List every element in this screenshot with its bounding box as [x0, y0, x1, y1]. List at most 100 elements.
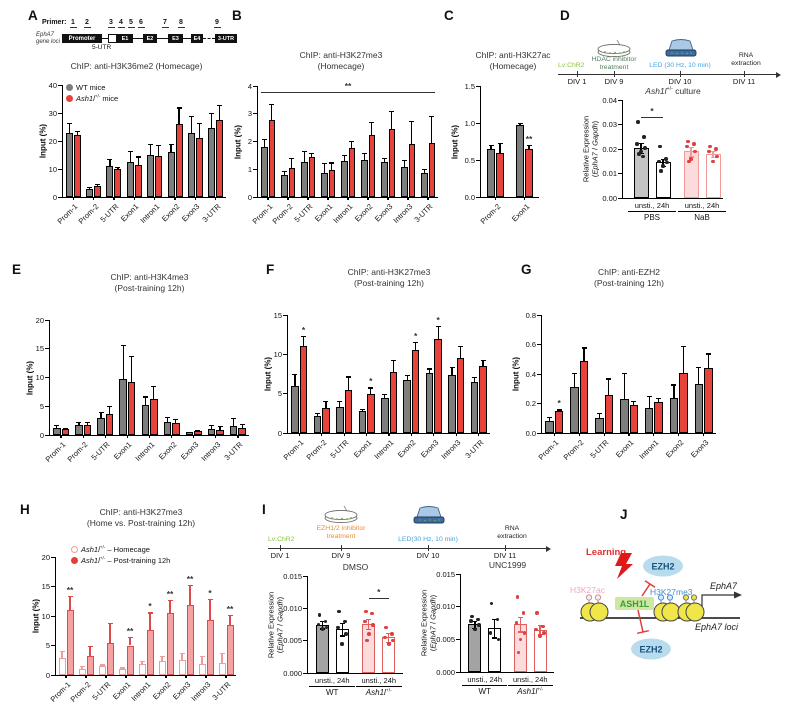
error-bar-cap	[339, 622, 345, 624]
y-axis-tick-label: 0.4	[525, 369, 536, 379]
error-bar	[490, 145, 492, 149]
chart-title: ChIP: anti-H3K27me3 (Homecage)	[299, 50, 383, 71]
error-bar	[109, 159, 111, 167]
bar	[163, 422, 172, 435]
error-bar	[166, 416, 168, 423]
error-bar	[158, 145, 160, 157]
bar	[166, 613, 174, 675]
data-point-dot	[488, 631, 493, 635]
error-bar	[673, 384, 675, 398]
error-bar	[86, 421, 88, 425]
error-bar-cap	[269, 104, 275, 106]
led-device-icon	[413, 506, 445, 524]
y-axis-tick	[456, 573, 460, 575]
x-axis-tick	[455, 433, 457, 436]
significance-marker: **	[186, 573, 194, 584]
error-bar-cap	[227, 614, 233, 616]
bar	[75, 424, 83, 435]
error-bar	[100, 412, 102, 418]
error-bar	[388, 632, 390, 642]
gene-locus-diagram: Primer: 1 2 3 4 5 6 7 8 9 EphA7 gene loc…	[36, 18, 240, 66]
error-bar	[181, 653, 183, 661]
bar	[525, 148, 533, 197]
bar	[403, 380, 411, 433]
x-axis-tick	[603, 433, 605, 436]
primer-number: 8	[176, 19, 186, 28]
error-bar-cap	[195, 429, 201, 431]
error-bar	[210, 424, 213, 430]
y-axis-tick	[58, 84, 62, 86]
data-point-dot	[707, 149, 711, 154]
error-bar	[351, 140, 353, 149]
y-axis-label: Relative Expression (EphA7 / Gapdh)	[419, 589, 437, 657]
div-label: DIV 10	[416, 551, 440, 560]
primer-number: 6	[136, 19, 146, 28]
x-axis-tick	[125, 675, 127, 678]
significance-line	[641, 117, 663, 119]
bar	[105, 413, 114, 435]
gene-track: EphA7 gene loci Promoter E1 E2 E3 E4 3-U…	[36, 31, 240, 45]
gene-connector-dashed	[203, 38, 215, 39]
y-axis-tick	[45, 434, 49, 436]
x-axis-tick	[145, 675, 147, 678]
data-point-dot	[316, 622, 320, 627]
error-bar	[219, 104, 221, 120]
y-axis-tick	[303, 672, 307, 674]
gene-name: EphA7	[36, 31, 55, 38]
error-bar	[437, 326, 439, 339]
error-bar	[198, 122, 201, 139]
x-axis-tick	[104, 435, 106, 438]
bar	[381, 398, 389, 433]
timeline-tick	[341, 545, 343, 551]
y-axis-tick	[537, 344, 541, 346]
x-axis-tick	[287, 197, 289, 200]
error-bar-cap	[660, 158, 666, 160]
data-point-dot	[661, 164, 665, 168]
error-bar-cap	[537, 624, 543, 627]
data-point-dot	[659, 169, 663, 173]
bar	[388, 129, 395, 197]
primer-row: Primer: 1 2 3 4 5 6 7 8 9	[36, 18, 240, 33]
error-bar-cap	[59, 650, 65, 652]
y-axis-tick-label: 20	[41, 552, 50, 562]
panel-i-timeline: Lv:ChR2 EZH1/2 inhibitor treatment LED(3…	[268, 505, 553, 563]
bar	[138, 664, 146, 675]
error-bar	[608, 378, 610, 395]
y-axis-tick	[253, 196, 257, 198]
error-bar	[690, 146, 692, 157]
bar	[207, 429, 216, 435]
y-axis-tick-label: 0.02	[602, 144, 617, 154]
y-axis-tick	[476, 159, 480, 161]
error-bar	[311, 152, 313, 157]
error-bar-cap	[458, 345, 464, 347]
hdac-treatment-label: HDAC inhibitor treatment	[591, 56, 637, 71]
error-bar-cap	[135, 156, 141, 158]
data-point-dot	[518, 637, 523, 642]
error-bar	[153, 385, 155, 400]
error-bar	[323, 162, 325, 173]
error-bar-cap	[497, 142, 503, 145]
error-bar	[648, 396, 650, 408]
error-bar	[658, 397, 660, 403]
bar	[434, 338, 442, 433]
gene-connector	[157, 38, 168, 39]
error-bar-cap	[209, 113, 215, 115]
error-bar-cap	[472, 621, 478, 623]
y-axis-tick-label: 0.010	[283, 603, 302, 613]
y-axis-tick	[537, 403, 541, 405]
y-axis-label: Input (%)	[25, 360, 35, 395]
bar	[358, 410, 367, 433]
error-bar	[233, 417, 235, 427]
error-bar-cap	[217, 104, 223, 106]
error-bar	[229, 614, 231, 626]
error-bar	[539, 624, 541, 635]
panel-d-timeline: Lv:ChR2 HDAC inhibitor treatment LED (30…	[558, 38, 784, 90]
data-point-dot	[496, 637, 501, 642]
bar	[61, 429, 70, 435]
error-bar-cap	[581, 347, 587, 349]
data-point-dot	[711, 159, 715, 163]
bar	[288, 167, 295, 197]
bar	[654, 402, 663, 433]
primer-number: 9	[212, 19, 222, 28]
lightning-bolt-icon	[615, 553, 633, 579]
